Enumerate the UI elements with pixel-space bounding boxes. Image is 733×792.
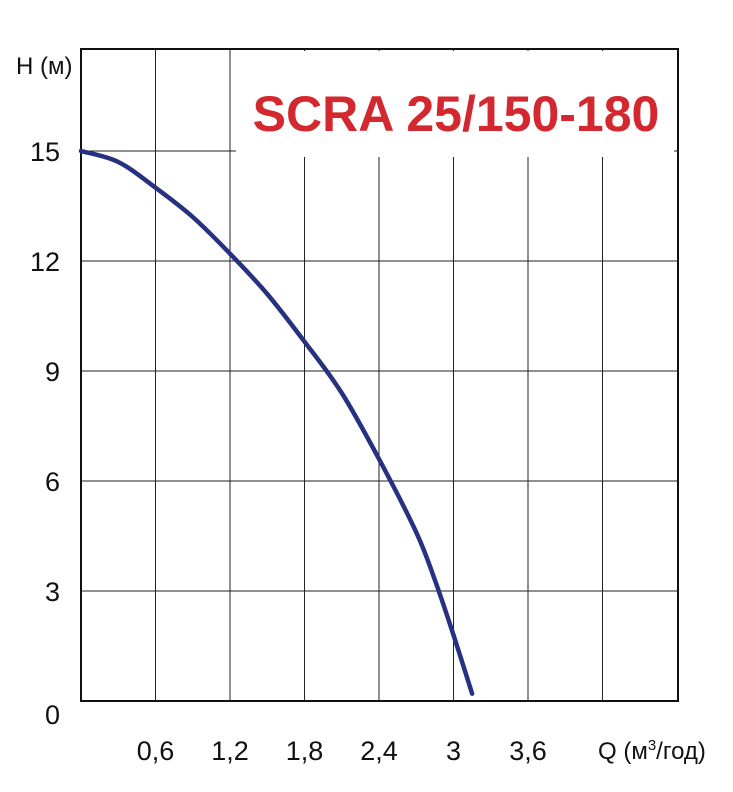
x-tick-label: 3 xyxy=(446,736,461,766)
x-axis-title-suffix: /год) xyxy=(656,738,706,765)
y-axis-title: H (м) xyxy=(16,53,72,80)
y-tick-labels: 0 3 6 9 12 15 xyxy=(30,137,60,730)
title-backdrop xyxy=(236,51,674,157)
y-tick-label: 9 xyxy=(45,357,60,387)
x-tick-labels: 0,6 1,2 1,8 2,4 3 3,6 xyxy=(137,736,547,766)
x-axis-title: Q (м3/год) xyxy=(598,737,706,765)
series-line xyxy=(78,148,475,696)
x-axis-title-prefix: Q (м xyxy=(598,738,648,765)
y-tick-label: 15 xyxy=(30,137,60,167)
grid xyxy=(81,49,678,701)
x-tick-label: 2,4 xyxy=(360,736,398,766)
x-tick-label: 1,2 xyxy=(211,736,249,766)
y-tick-label: 6 xyxy=(45,467,60,497)
y-tick-label: 0 xyxy=(45,700,60,730)
x-tick-label: 3,6 xyxy=(509,736,547,766)
chart-title: SCRA 25/150-180 xyxy=(253,86,660,142)
x-tick-label: 1,8 xyxy=(286,736,324,766)
x-axis-title-sup: 3 xyxy=(648,737,656,754)
y-tick-label: 3 xyxy=(45,577,60,607)
x-tick-label: 0,6 xyxy=(137,736,175,766)
plot-frame xyxy=(80,48,679,702)
y-tick-label: 12 xyxy=(30,247,60,277)
